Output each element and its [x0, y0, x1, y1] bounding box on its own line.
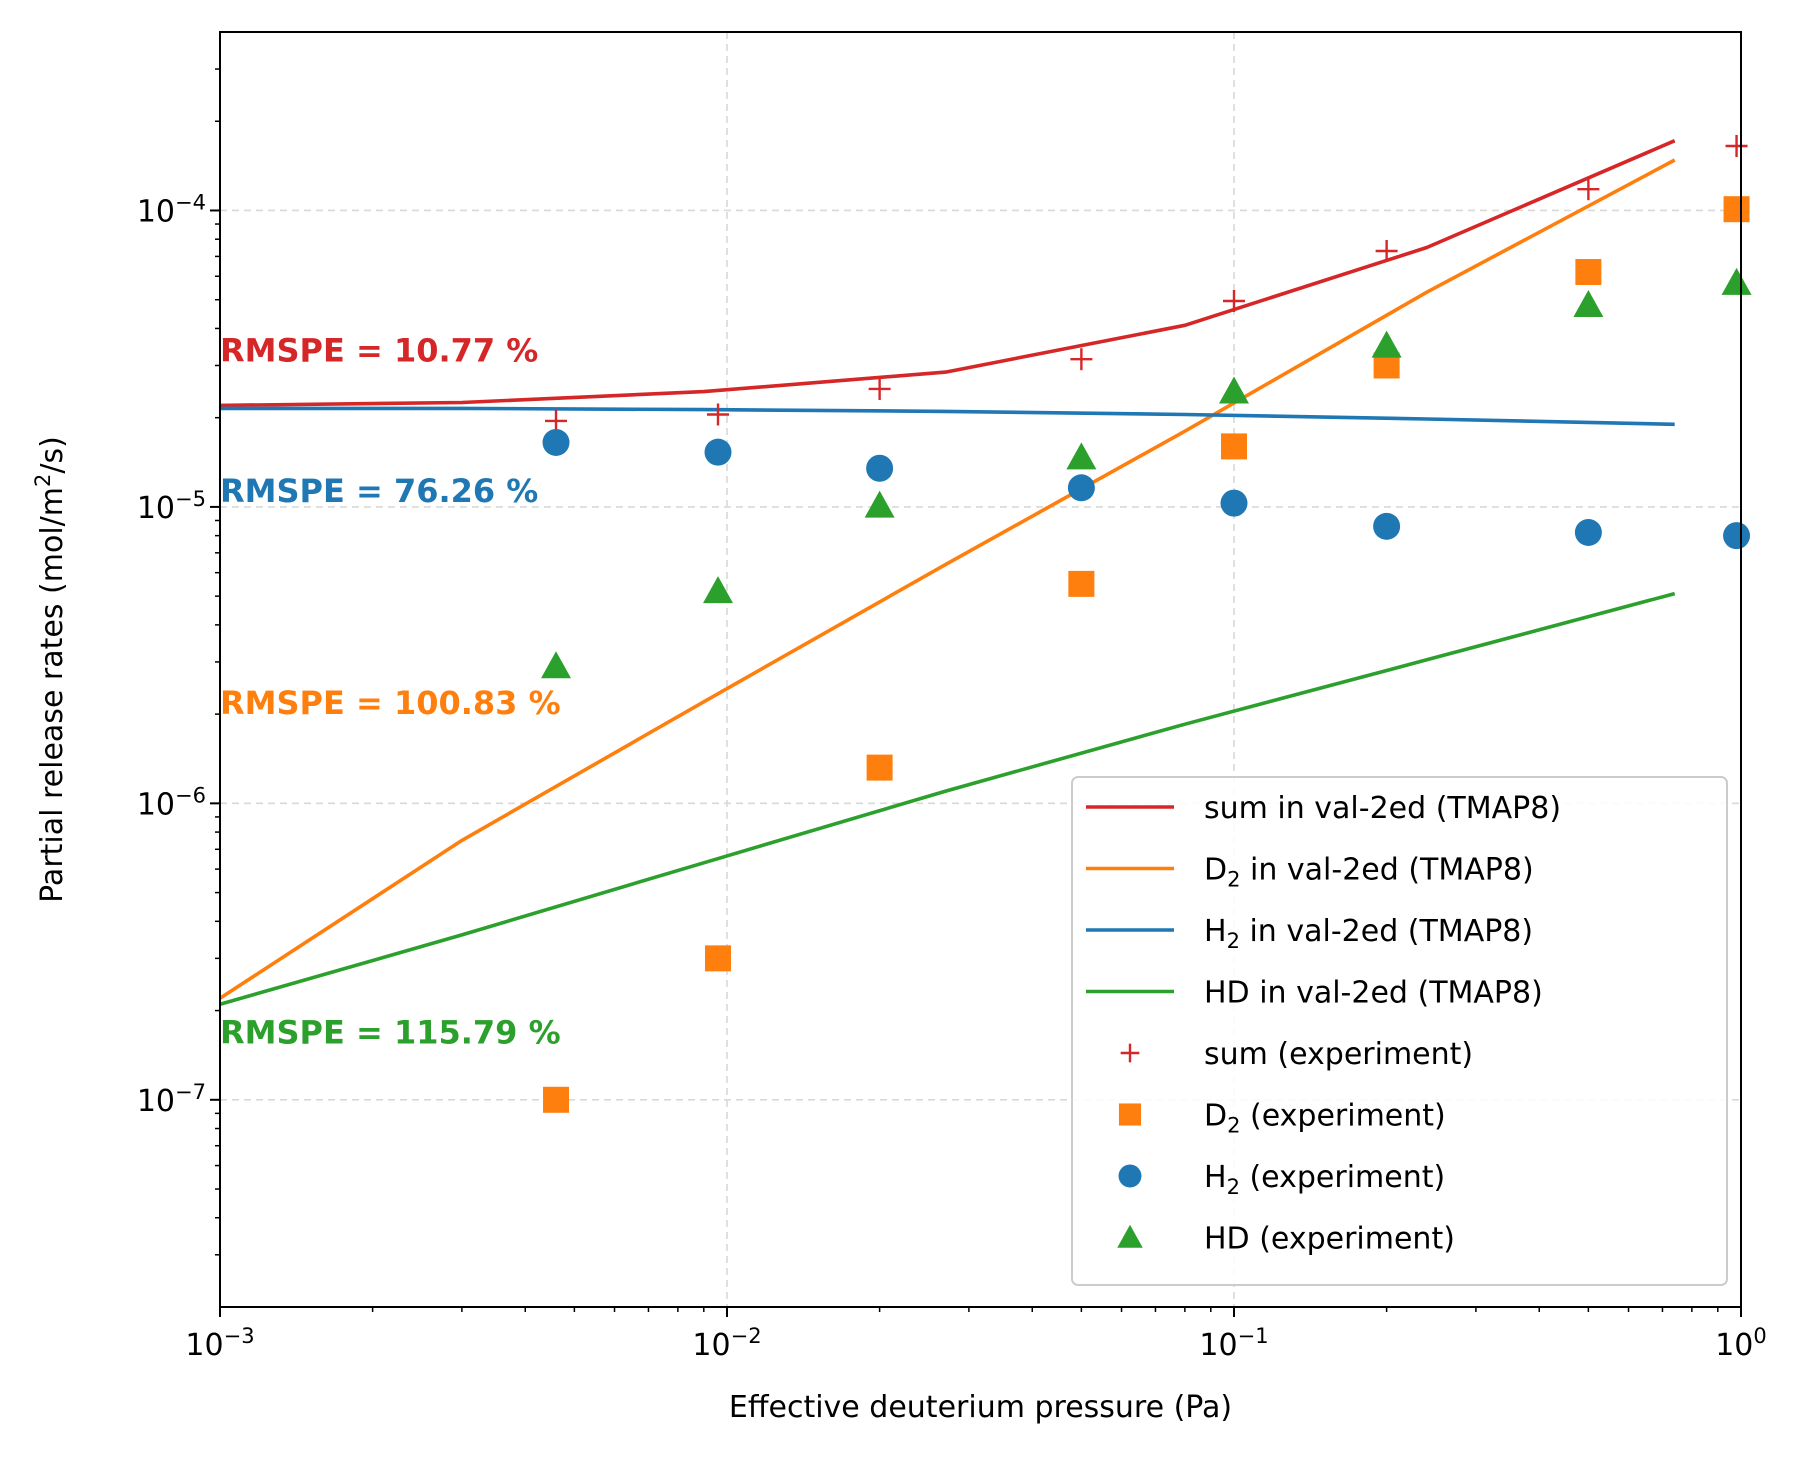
series-7-point: [1721, 267, 1752, 295]
series-5-point: [543, 1086, 570, 1113]
series-lines: [220, 139, 1676, 1007]
series-7-point: [1573, 289, 1604, 317]
legend-label: D2 in val-2ed (TMAP8): [1204, 853, 1534, 892]
rmspe-annotations: RMSPE = 10.77 % RMSPE = 76.26 % RMSPE = 10…: [220, 331, 561, 1051]
series-7-point: [1066, 442, 1097, 470]
x-tick-label: 100: [1715, 1324, 1767, 1363]
plot-frame: [219, 31, 1742, 1308]
series-6-point: [1220, 489, 1248, 517]
x-tick-label: 10−3: [185, 1324, 254, 1363]
x-tick-label: 10−1: [1199, 1324, 1268, 1363]
series-line-2: [220, 406, 1675, 427]
y-tick-label: 10−5: [137, 487, 206, 526]
series-7-point: [703, 576, 734, 604]
legend-label: H2 (experiment): [1204, 1160, 1445, 1199]
series-5-point: [866, 754, 893, 781]
series-6-point: [542, 428, 570, 456]
series-5-point: [1068, 570, 1095, 597]
legend-swatch-marker: [1118, 1164, 1142, 1188]
series-7-point: [864, 490, 895, 518]
y-tick-label: 10−4: [137, 190, 206, 229]
series-4-point: [1375, 239, 1398, 262]
y-tick-labels: 10−7 10−6 10−5 10−4: [137, 190, 206, 1118]
plot-series: [220, 135, 1752, 1113]
legend: sum in val-2ed (TMAP8) D2 in val-2ed (TMA…: [1071, 776, 1728, 1286]
legend-swatch-marker: [1118, 1103, 1142, 1126]
series-6-point: [1067, 474, 1095, 502]
legend-label: HD in val-2ed (TMAP8): [1204, 976, 1543, 1011]
series-4-point: [1577, 178, 1600, 201]
rmspe-annotation: RMSPE = 76.26 %: [220, 472, 538, 510]
x-axis-label: Effective deuterium pressure (Pa): [729, 1390, 1232, 1425]
x-tick-labels: 10−3 10−2 10−1 100: [185, 1324, 1766, 1363]
y-tick-label: 10−7: [137, 1080, 206, 1119]
series-7-point: [541, 651, 572, 679]
legend-label: H2 in val-2ed (TMAP8): [1204, 914, 1533, 953]
series-7-point: [1371, 330, 1402, 358]
legend-label: sum (experiment): [1204, 1037, 1473, 1072]
series-5-point: [1575, 259, 1602, 286]
series-4-point: [1223, 290, 1245, 313]
legend-label: D2 (experiment): [1204, 1099, 1446, 1138]
series-5-point: [1723, 196, 1750, 223]
series-4-point: [868, 377, 891, 400]
legend-swatch-marker: [1120, 1043, 1140, 1063]
legend-label: HD (experiment): [1204, 1222, 1455, 1257]
series-6-point: [1574, 518, 1602, 546]
rmspe-annotation: RMSPE = 100.83 %: [220, 684, 561, 722]
series-4-point: [1070, 348, 1093, 371]
series-markers: [541, 135, 1752, 1113]
rmspe-annotation: RMSPE = 10.77 %: [220, 331, 538, 369]
series-line-3: [220, 591, 1676, 1007]
y-axis-label: Partial release rates (mol/m2/s): [31, 436, 70, 903]
series-7-point: [1219, 376, 1249, 404]
y-tick-label: 10−6: [137, 783, 206, 822]
legend-label: sum in val-2ed (TMAP8): [1204, 791, 1561, 826]
legend-swatch-marker: [1117, 1224, 1143, 1248]
series-6-point: [866, 454, 894, 482]
x-tick-label: 10−2: [692, 1324, 761, 1363]
series-5-point: [705, 945, 732, 972]
series-6-point: [704, 438, 732, 466]
series-6-point: [1373, 512, 1401, 540]
series-6-point: [1723, 522, 1751, 550]
series-4-point: [707, 403, 730, 426]
legend-box: [1071, 776, 1728, 1286]
series-5-point: [1221, 433, 1247, 460]
series-line-1: [220, 158, 1676, 1000]
series-line-0: [220, 139, 1676, 408]
series-4-point: [545, 409, 568, 432]
series-4-point: [1725, 135, 1748, 158]
rmspe-annotation: RMSPE = 115.79 %: [220, 1013, 561, 1051]
